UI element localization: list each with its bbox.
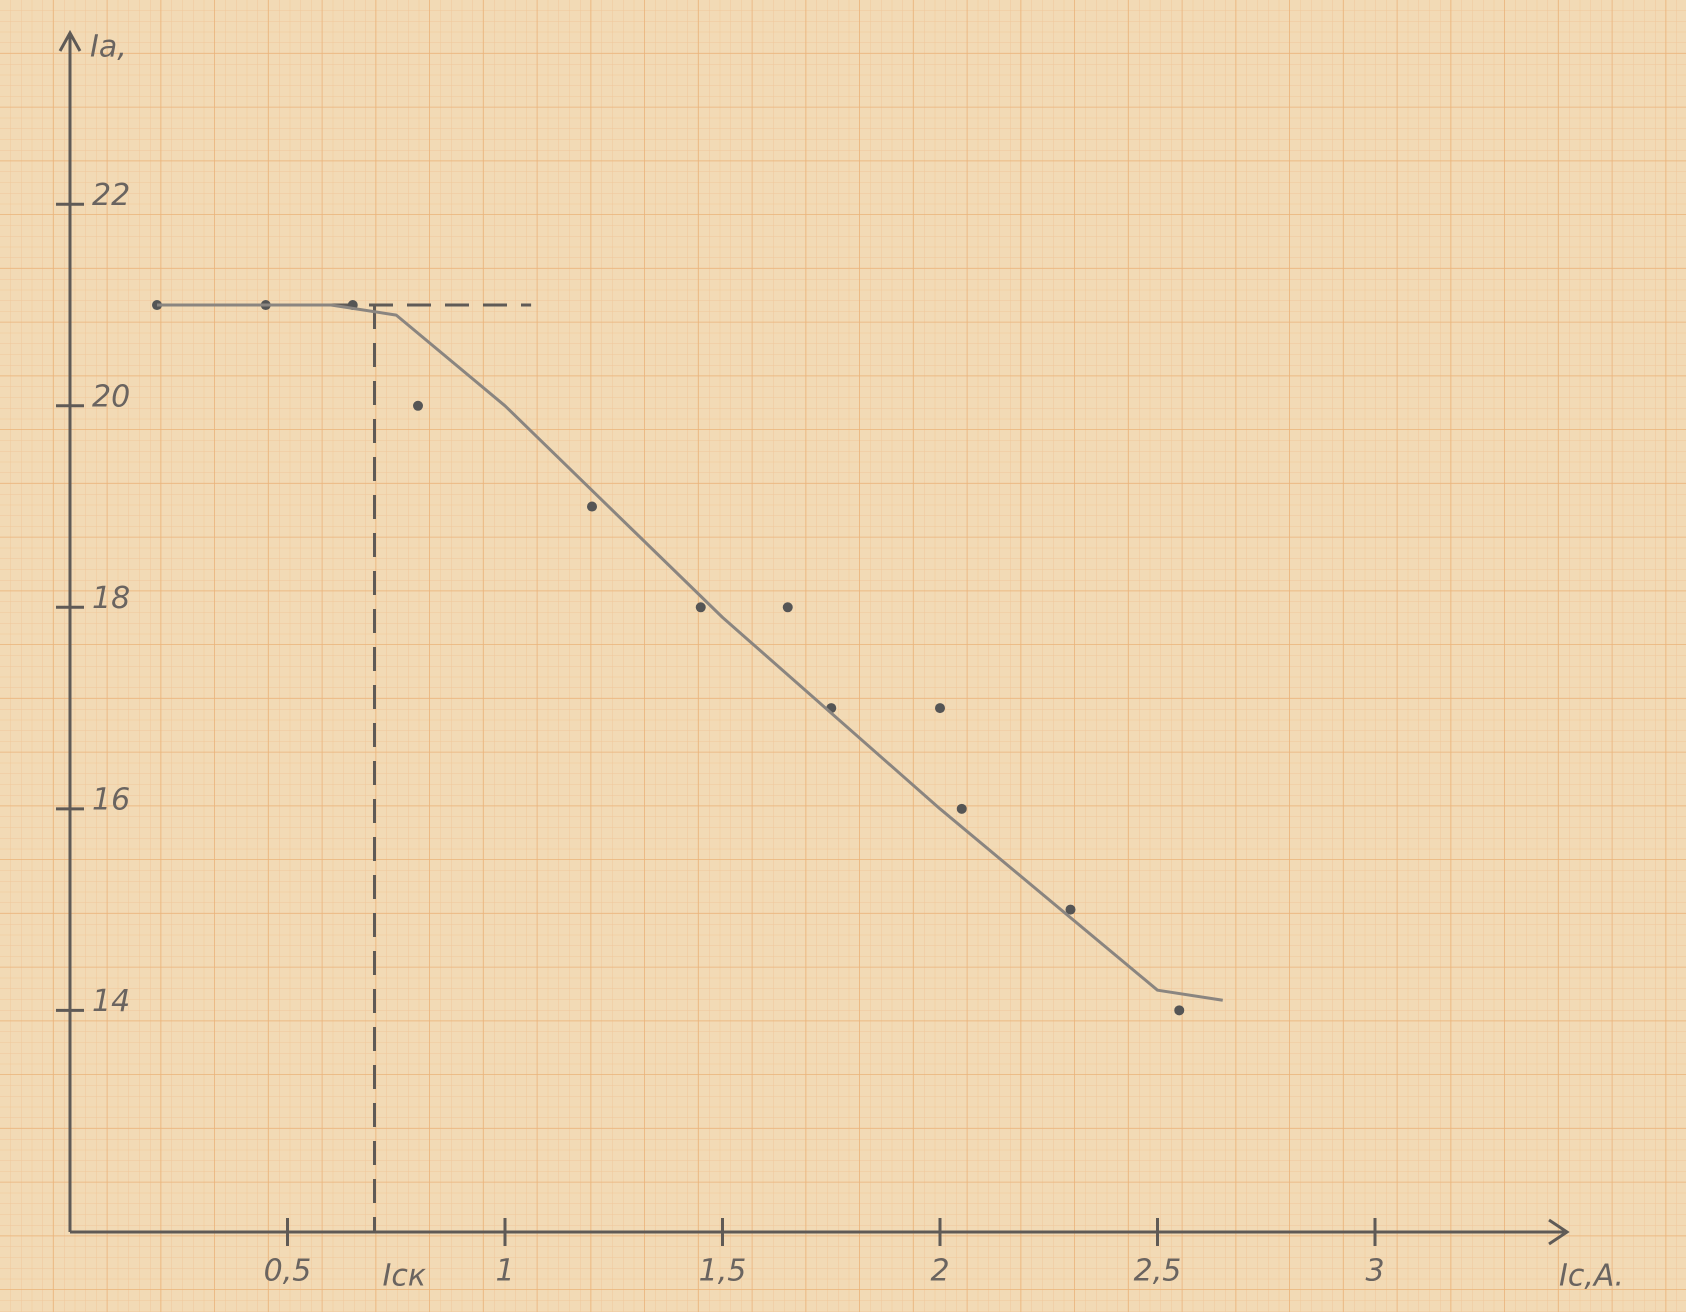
reference-label-x: Iск <box>383 1259 426 1294</box>
y-tick-label: 18 <box>92 581 130 616</box>
data-point <box>587 502 597 512</box>
data-point <box>957 804 967 814</box>
x-tick-label: 2,5 <box>1134 1254 1182 1289</box>
x-tick-label: 2 <box>930 1254 949 1289</box>
data-point <box>783 602 793 612</box>
data-point <box>696 602 706 612</box>
data-point <box>935 703 945 713</box>
chart: Iс,А. Iа, 0,5 1 1,5 2 2,5 3 14 16 18 20 22 Iск <box>0 0 1686 1312</box>
data-point <box>1174 1005 1184 1015</box>
data-point <box>413 401 423 411</box>
y-tick-label: 16 <box>92 782 130 817</box>
x-tick-label: 0,5 <box>264 1254 312 1289</box>
y-tick-label: 14 <box>92 984 130 1019</box>
x-tick-label: 1 <box>495 1254 514 1289</box>
y-tick-label: 20 <box>92 379 130 414</box>
x-axis-label: Iс,А. <box>1559 1259 1624 1294</box>
x-tick-label: 3 <box>1365 1254 1384 1289</box>
x-tick-label: 1,5 <box>699 1254 747 1289</box>
y-axis-label: Iа, <box>90 30 127 65</box>
paper-grid <box>0 0 1686 1312</box>
y-tick-label: 22 <box>92 178 130 213</box>
